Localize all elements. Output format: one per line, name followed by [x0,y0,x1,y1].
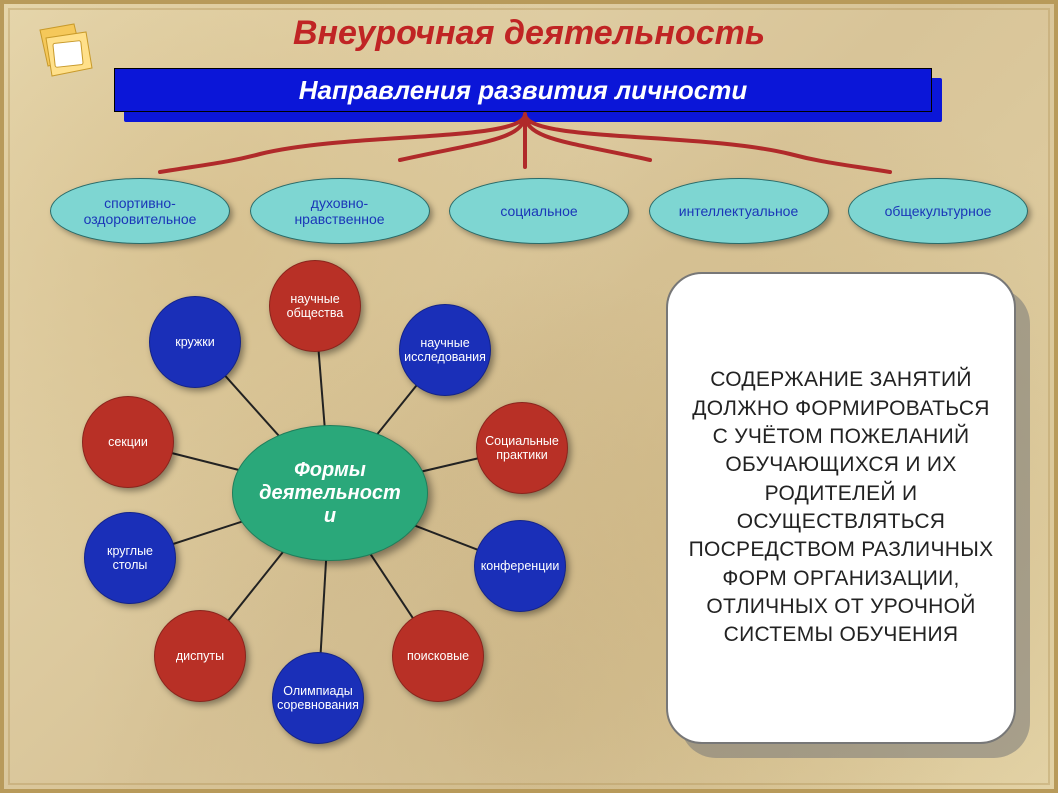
forms-node: поисковые [392,610,484,702]
direction-spiritual: духовно-нравственное [250,178,430,244]
text-panel: Содержание занятий должно формироваться … [666,272,1016,744]
forms-node: круглыестолы [84,512,176,604]
forms-node: секции [82,396,174,488]
main-title: Внеурочная деятельность [0,14,1058,53]
forms-node: конференции [474,520,566,612]
direction-sport: спортивно-оздоровительное [50,178,230,244]
directions-row: спортивно-оздоровительное духовно-нравст… [50,178,1028,244]
forms-node: научныеисследования [399,304,491,396]
forms-node: научныеобщества [269,260,361,352]
forms-node: Олимпиадысоревнования [272,652,364,744]
forms-node: Социальныепрактики [476,402,568,494]
forms-center: Формыдеятельности [232,425,428,561]
direction-intellectual: интеллектуальное [649,178,829,244]
forms-diagram: научныеобщества научныеисследованияСоциал… [10,258,650,778]
forms-node: кружки [149,296,241,388]
direction-social: социальное [449,178,629,244]
subtitle-banner: Направления развития личности [114,68,932,112]
text-panel-content: Содержание занятий должно формироваться … [684,366,998,649]
direction-cultural: общекультурное [848,178,1028,244]
forms-node: диспуты [154,610,246,702]
